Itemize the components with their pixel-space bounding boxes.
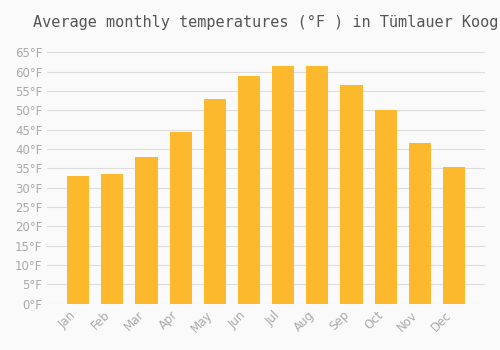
Bar (272, 66, 294, 304)
Bar (102, 174, 124, 304)
Bar (238, 76, 260, 304)
Bar (204, 99, 226, 304)
Bar (374, 111, 397, 304)
Title: Average monthly temperatures (°F ) in Tümlauer Koog: Average monthly temperatures (°F ) in Tü… (34, 15, 499, 30)
Bar (340, 85, 362, 304)
Bar (408, 143, 431, 304)
Bar (170, 132, 192, 304)
Bar (306, 66, 328, 304)
Bar (443, 167, 465, 304)
Bar (136, 157, 158, 304)
Bar (67, 176, 90, 304)
